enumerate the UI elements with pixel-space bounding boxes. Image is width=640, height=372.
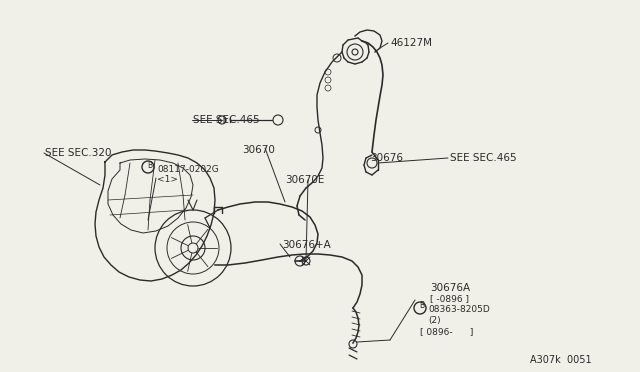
Text: B: B — [147, 160, 152, 170]
Text: [ 0896-      ]: [ 0896- ] — [420, 327, 474, 336]
Text: SEE SEC.465: SEE SEC.465 — [193, 115, 260, 125]
Text: SEE SEC.465: SEE SEC.465 — [450, 153, 516, 163]
Text: 08363-8205D: 08363-8205D — [428, 305, 490, 314]
Text: 30676: 30676 — [370, 153, 403, 163]
Text: <1>: <1> — [157, 175, 178, 184]
Text: A307k  0051: A307k 0051 — [530, 355, 591, 365]
Text: 30676A: 30676A — [430, 283, 470, 293]
Text: B: B — [419, 301, 424, 311]
Text: 30670E: 30670E — [285, 175, 324, 185]
Text: 46127M: 46127M — [390, 38, 432, 48]
Text: SEE SEC.320: SEE SEC.320 — [45, 148, 111, 158]
Text: 08117-0202G: 08117-0202G — [157, 165, 219, 174]
Text: [ -0896 ]: [ -0896 ] — [430, 294, 469, 303]
Text: (2): (2) — [428, 316, 440, 325]
Text: 30676+A: 30676+A — [282, 240, 331, 250]
Text: 30670: 30670 — [242, 145, 275, 155]
